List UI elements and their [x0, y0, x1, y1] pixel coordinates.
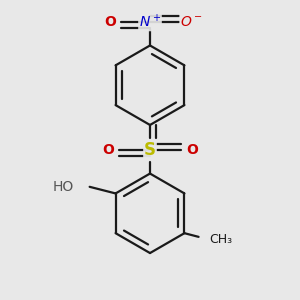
Text: O: O: [104, 15, 116, 29]
Text: $O^-$: $O^-$: [180, 15, 203, 29]
Text: CH₃: CH₃: [209, 233, 232, 246]
Text: O: O: [186, 143, 198, 157]
Text: $N^+$: $N^+$: [139, 13, 161, 31]
Text: HO: HO: [52, 180, 74, 194]
Text: O: O: [102, 143, 114, 157]
Text: S: S: [144, 141, 156, 159]
